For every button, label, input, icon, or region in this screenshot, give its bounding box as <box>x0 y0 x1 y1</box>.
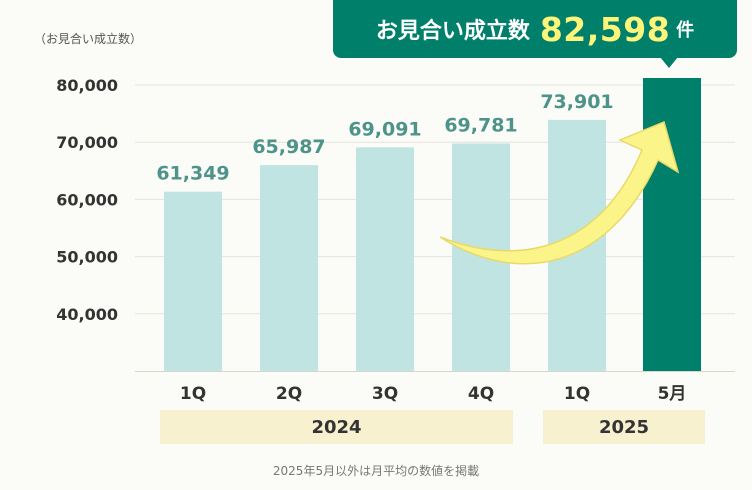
callout-value: 82,598 <box>539 9 671 49</box>
y-axis-ticks: 40,000 50,000 60,000 70,000 80,000 <box>56 76 118 324</box>
x-tick-label: 1Q <box>180 384 206 404</box>
x-tick-label: 4Q <box>468 384 494 404</box>
bar <box>164 191 222 371</box>
data-label: 61,349 <box>156 163 229 185</box>
ytick-label: 40,000 <box>56 305 118 324</box>
ytick-label: 70,000 <box>56 133 118 152</box>
x-tick-label: 1Q <box>564 384 590 404</box>
x-tick-label: 3Q <box>372 384 398 404</box>
x-tick-label: 2Q <box>276 384 302 404</box>
footnote: 2025年5月以外は月平均の数値を掲載 <box>272 464 480 478</box>
callout-prefix: お見合い成立数 <box>375 19 530 44</box>
data-label: 69,781 <box>444 114 517 136</box>
unit-label: （お見合い成立数） <box>34 32 143 46</box>
total-callout: お見合い成立数 82,598 件 <box>333 0 737 58</box>
bar <box>260 165 318 371</box>
bar <box>356 147 414 371</box>
x-axis-labels: 1Q 2Q 3Q 4Q 1Q 5月 <box>180 384 687 404</box>
growth-arrow <box>439 120 680 265</box>
bars <box>164 78 701 371</box>
callout-suffix: 件 <box>676 20 695 41</box>
ytick-label: 60,000 <box>56 190 118 209</box>
data-label: 65,987 <box>252 136 325 158</box>
data-label: 73,901 <box>540 91 613 113</box>
callout-pointer <box>660 57 678 68</box>
year-band-2025: 2025 <box>543 410 705 444</box>
year-band-2024: 2024 <box>160 410 513 444</box>
data-label: 69,091 <box>348 118 421 140</box>
ytick-label: 50,000 <box>56 248 118 267</box>
ytick-label: 80,000 <box>56 76 118 95</box>
growth-arrow-shape <box>439 120 680 265</box>
value-labels: 61,349 65,987 69,091 69,781 73,901 <box>156 91 613 185</box>
bar-highlight <box>643 78 701 371</box>
x-tick-label: 5月 <box>658 384 687 404</box>
gridlines <box>135 84 735 372</box>
